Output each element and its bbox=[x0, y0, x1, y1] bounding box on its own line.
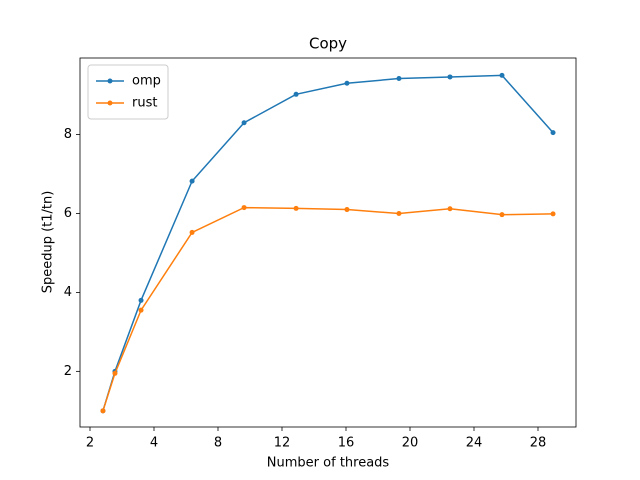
point bbox=[241, 205, 247, 211]
x-tick-label: 12 bbox=[274, 436, 291, 451]
chart-title: Copy bbox=[309, 35, 347, 53]
point bbox=[241, 120, 247, 126]
y-tick-label: 4 bbox=[64, 285, 72, 300]
point bbox=[550, 211, 556, 217]
point bbox=[112, 370, 118, 376]
legend-label: rust bbox=[132, 96, 157, 111]
y-tick-label: 2 bbox=[64, 364, 72, 379]
point bbox=[499, 72, 505, 78]
plot-frame bbox=[79, 57, 577, 428]
x-tick-label: 28 bbox=[530, 436, 547, 451]
point bbox=[447, 74, 453, 80]
y-tick-label: 8 bbox=[64, 127, 72, 142]
point bbox=[447, 206, 453, 212]
point bbox=[344, 207, 350, 213]
point bbox=[550, 130, 556, 136]
x-tick-label: 8 bbox=[214, 436, 222, 451]
point bbox=[499, 212, 505, 218]
legend-marker bbox=[107, 78, 113, 84]
x-tick-label: 16 bbox=[338, 436, 355, 451]
x-tick-label: 24 bbox=[466, 436, 483, 451]
y-tick-label: 6 bbox=[64, 206, 72, 221]
point bbox=[396, 76, 402, 82]
x-tick-label: 20 bbox=[402, 436, 419, 451]
point bbox=[344, 80, 350, 86]
legend-box bbox=[87, 64, 169, 120]
point bbox=[396, 210, 402, 216]
point bbox=[293, 91, 299, 97]
legend-label: omp bbox=[132, 74, 161, 89]
y-axis-label: Speedup (t1/tn) bbox=[41, 191, 56, 294]
point bbox=[138, 307, 144, 313]
point bbox=[189, 178, 195, 184]
point bbox=[189, 229, 195, 235]
point bbox=[100, 408, 106, 414]
legend-marker bbox=[107, 100, 113, 106]
point bbox=[138, 297, 144, 303]
x-tick-label: 4 bbox=[150, 436, 158, 451]
point bbox=[293, 205, 299, 211]
x-tick-label: 2 bbox=[86, 436, 94, 451]
x-axis-label: Number of threads bbox=[267, 456, 390, 471]
